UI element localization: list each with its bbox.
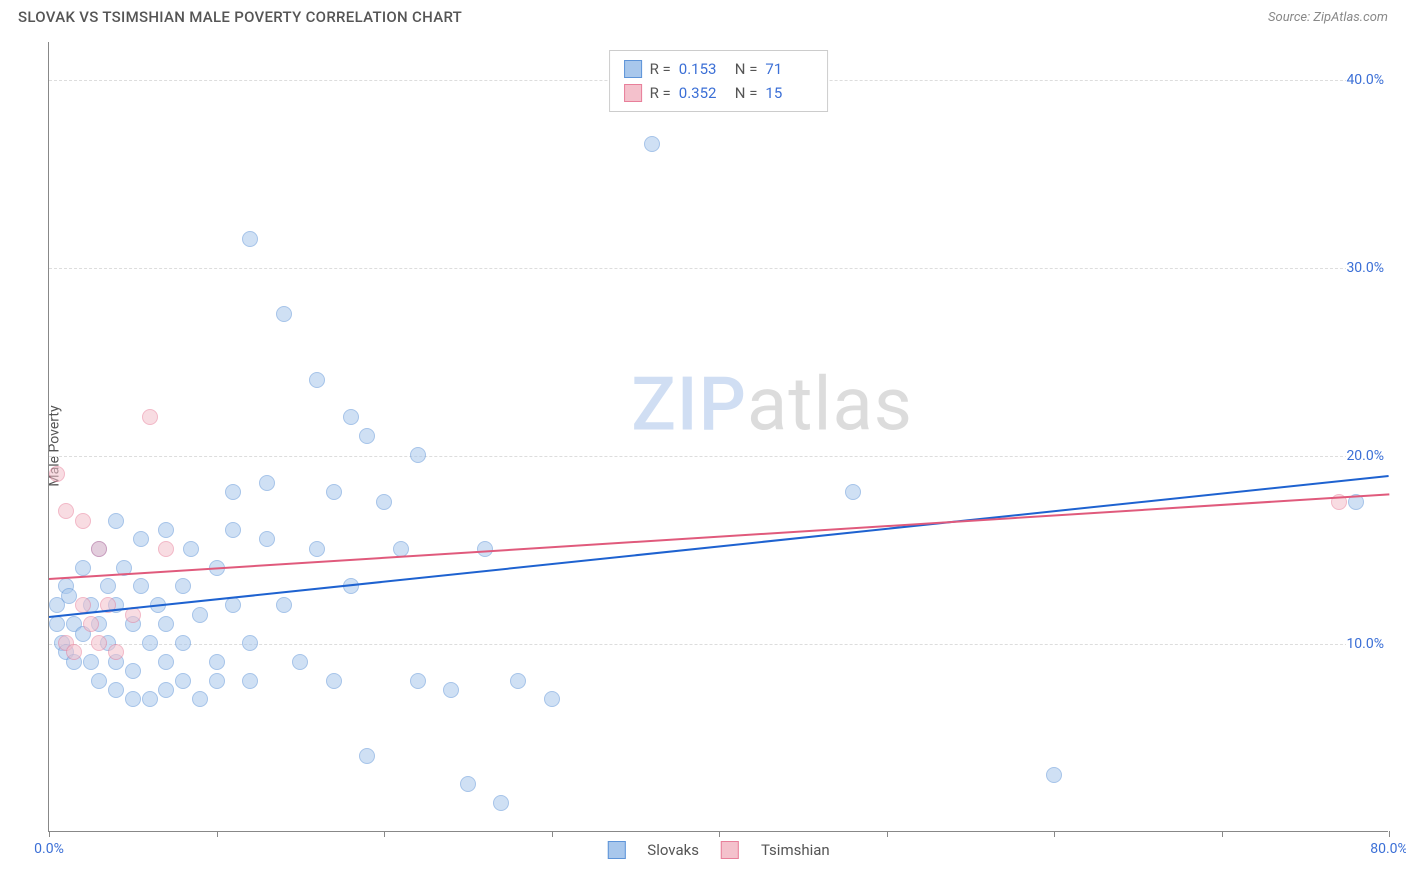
y-tick-label: 30.0% [1346,260,1390,276]
swatch-tsimshian [624,84,642,102]
point-slovaks [49,616,65,632]
point-tsimshian [108,644,124,660]
point-slovaks [242,635,258,651]
point-slovaks [175,673,191,689]
point-slovaks [460,776,476,792]
x-tick [552,831,553,837]
point-slovaks [142,635,158,651]
point-slovaks [158,654,174,670]
point-slovaks [493,795,509,811]
x-tick [887,831,888,837]
point-slovaks [175,635,191,651]
point-tsimshian [142,409,158,425]
point-slovaks [309,372,325,388]
y-tick-label: 20.0% [1346,448,1390,464]
point-slovaks [91,673,107,689]
point-slovaks [133,531,149,547]
source-label: Source: ZipAtlas.com [1268,10,1388,25]
point-slovaks [510,673,526,689]
swatch-slovaks-bottom [607,841,625,859]
point-tsimshian [66,644,82,660]
point-slovaks [343,409,359,425]
point-tsimshian [91,541,107,557]
point-slovaks [242,231,258,247]
point-slovaks [443,682,459,698]
point-slovaks [209,673,225,689]
gridline-h [49,456,1388,457]
chart-title: SLOVAK VS TSIMSHIAN MALE POVERTY CORRELA… [18,8,462,26]
point-slovaks [544,691,560,707]
point-tsimshian [75,513,91,529]
point-slovaks [1046,767,1062,783]
gridline-h [49,268,1388,269]
x-tick [1389,831,1390,837]
swatch-tsimshian-bottom [721,841,739,859]
point-slovaks [309,541,325,557]
point-slovaks [359,428,375,444]
legend-stats-row-2: R = 0.352 N = 15 [624,81,814,105]
point-slovaks [326,673,342,689]
trendline-tsimshian [49,493,1389,580]
point-slovaks [133,578,149,594]
point-tsimshian [49,466,65,482]
point-slovaks [845,484,861,500]
legend-label-slovaks: Slovaks [647,841,699,859]
point-slovaks [259,531,275,547]
point-slovaks [142,691,158,707]
point-slovaks [108,682,124,698]
point-slovaks [108,513,124,529]
point-tsimshian [83,616,99,632]
legend-series: Slovaks Tsimshian [607,841,829,859]
point-slovaks [125,663,141,679]
point-slovaks [158,522,174,538]
x-tick-label: 80.0% [1370,841,1406,857]
x-tick-label: 0.0% [34,841,64,857]
point-slovaks [158,616,174,632]
point-slovaks [175,578,191,594]
y-tick-label: 10.0% [1346,636,1390,652]
point-tsimshian [58,503,74,519]
point-slovaks [644,136,660,152]
point-slovaks [100,578,116,594]
point-slovaks [158,682,174,698]
point-slovaks [410,673,426,689]
point-slovaks [225,522,241,538]
x-tick [384,831,385,837]
x-tick [1054,831,1055,837]
point-tsimshian [158,541,174,557]
point-slovaks [326,484,342,500]
x-tick [1222,831,1223,837]
legend-stats-row-1: R = 0.153 N = 71 [624,57,814,81]
point-tsimshian [91,635,107,651]
point-slovaks [410,447,426,463]
point-slovaks [192,607,208,623]
point-slovaks [359,748,375,764]
point-slovaks [83,654,99,670]
point-slovaks [242,673,258,689]
x-tick [49,831,50,837]
y-tick-label: 40.0% [1346,72,1390,88]
point-slovaks [225,484,241,500]
point-slovaks [225,597,241,613]
x-tick [217,831,218,837]
watermark: ZIPatlas [631,361,913,448]
x-tick [719,831,720,837]
trendline-slovaks [49,475,1389,618]
point-slovaks [292,654,308,670]
point-slovaks [192,691,208,707]
legend-stats: R = 0.153 N = 71 R = 0.352 N = 15 [609,50,829,112]
point-slovaks [477,541,493,557]
scatter-plot: ZIPatlas R = 0.153 N = 71 R = 0.352 N = … [48,42,1388,832]
point-slovaks [276,597,292,613]
legend-label-tsimshian: Tsimshian [761,841,830,859]
point-slovaks [75,560,91,576]
point-slovaks [125,691,141,707]
point-slovaks [259,475,275,491]
point-slovaks [209,654,225,670]
point-slovaks [276,306,292,322]
point-slovaks [183,541,199,557]
point-slovaks [376,494,392,510]
swatch-slovaks [624,60,642,78]
